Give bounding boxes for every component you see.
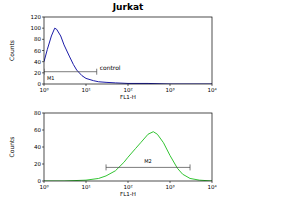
panel: 02040608010⁰10¹10²10³10⁴FL1-HCountsM2 (8, 110, 217, 197)
x-tick-label: 10⁰ (39, 184, 49, 190)
gate-label: M2 (144, 158, 152, 164)
y-tick-label: 60 (34, 127, 41, 133)
x-tick-label: 10⁴ (207, 184, 217, 190)
x-tick-label: 10⁰ (39, 87, 49, 93)
y-axis-label: Counts (8, 40, 15, 61)
x-tick-label: 10⁴ (207, 87, 217, 93)
plot-area (44, 132, 212, 181)
gate-note: control (100, 64, 121, 71)
x-tick-label: 10³ (165, 87, 174, 93)
title: Jurkat (112, 2, 144, 12)
figure: Jurkat02040608010012010⁰10¹10²10³10⁴FL1-… (0, 0, 300, 200)
x-tick-label: 10¹ (81, 87, 90, 93)
y-tick-label: 20 (34, 70, 41, 76)
gate (106, 164, 190, 170)
x-tick-label: 10² (123, 184, 132, 190)
x-tick-label: 10³ (165, 184, 174, 190)
x-axis-label: FL1-H (120, 94, 136, 100)
y-tick-label: 40 (34, 59, 41, 65)
gate-label: M1 (47, 75, 55, 81)
plot-area (44, 28, 212, 84)
y-axis-label: Counts (8, 137, 15, 158)
y-tick-label: 80 (34, 110, 41, 116)
y-tick-label: 20 (34, 161, 41, 167)
y-tick-label: 80 (34, 36, 41, 42)
y-tick-label: 120 (31, 14, 42, 20)
y-tick-label: 60 (34, 48, 41, 54)
y-tick-label: 100 (31, 25, 42, 31)
frame (44, 113, 212, 181)
histogram (44, 132, 212, 181)
x-axis-label: FL1-H (120, 191, 136, 197)
y-tick-label: 40 (34, 144, 41, 150)
frame (44, 17, 212, 84)
histogram (44, 28, 212, 84)
x-tick-label: 10¹ (81, 184, 90, 190)
panel: 02040608010012010⁰10¹10²10³10⁴FL1-HCount… (8, 14, 217, 100)
x-tick-label: 10² (123, 87, 132, 93)
